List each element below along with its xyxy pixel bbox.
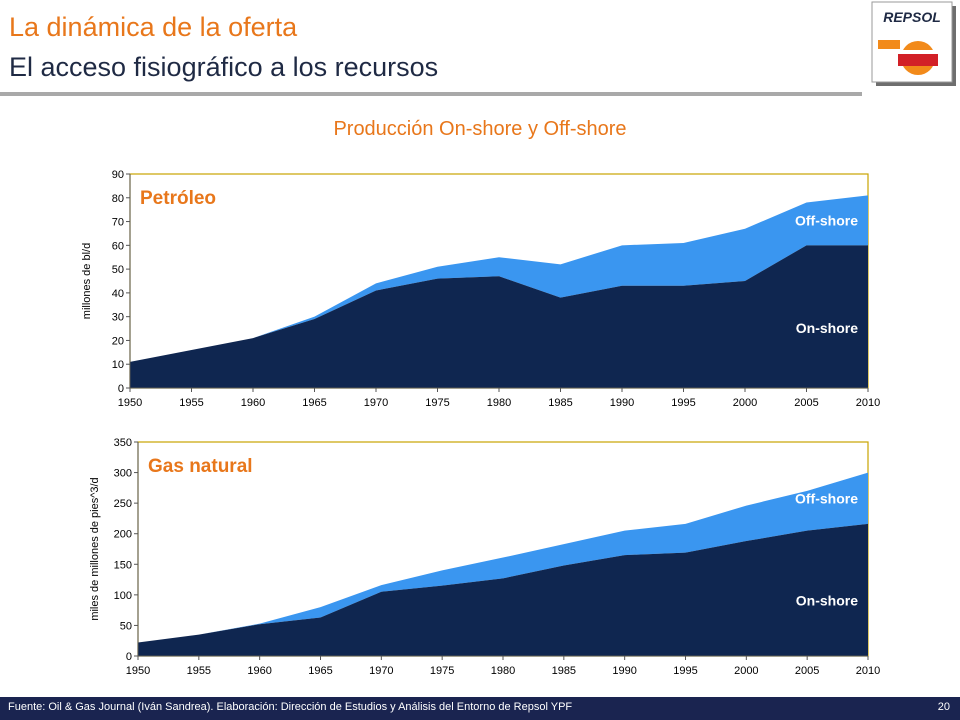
- y-tick-label: 100: [114, 590, 132, 602]
- x-tick-label: 2005: [794, 397, 818, 409]
- y-tick-label: 10: [112, 359, 124, 371]
- page-subtitle: El acceso fisiográfico a los recursos: [9, 52, 439, 82]
- series-label-onshore: On-shore: [796, 593, 858, 609]
- x-tick-label: 1955: [187, 665, 211, 677]
- y-tick-label: 40: [112, 288, 124, 300]
- y-tick-label: 20: [112, 335, 124, 347]
- title-divider: [0, 92, 862, 96]
- source-note: Fuente: Oil & Gas Journal (Iván Sandrea)…: [8, 701, 573, 713]
- series-label-offshore: Off-shore: [795, 212, 858, 228]
- page-title: La dinámica de la oferta: [9, 12, 298, 42]
- oil-production-chart: 0 10 20 30 40 50 60 70 80 90 1950 1955 1960 1965 1970 1…: [81, 169, 880, 409]
- y-tick-label: 350: [114, 437, 132, 449]
- x-tick-label: 1970: [364, 397, 388, 409]
- x-tick-label: 1975: [430, 665, 454, 677]
- series-area-onshore: [138, 523, 868, 656]
- x-tick-label: 1980: [487, 397, 511, 409]
- y-tick-label: 60: [112, 240, 124, 252]
- series-area-offshore: [138, 472, 868, 643]
- x-tick-label: 1965: [308, 665, 332, 677]
- series-area-offshore: [130, 195, 868, 362]
- y-tick-label: 250: [114, 498, 132, 510]
- y-tick-label: 90: [112, 169, 124, 181]
- footer-bar: Fuente: Oil & Gas Journal (Iván Sandrea)…: [0, 697, 960, 720]
- x-tick-label: 1960: [247, 665, 271, 677]
- y-tick-label: 200: [114, 529, 132, 541]
- x-tick-label: 1960: [241, 397, 265, 409]
- y-tick-label: 50: [120, 620, 132, 632]
- x-tick-label: 2010: [856, 397, 880, 409]
- svg-text:REPSOL: REPSOL: [883, 9, 941, 25]
- y-tick-label: 300: [114, 468, 132, 480]
- x-tick-label: 1995: [671, 397, 695, 409]
- chart-title: Petróleo: [140, 188, 216, 209]
- x-tick-label: 1970: [369, 665, 393, 677]
- x-tick-label: 1995: [673, 665, 697, 677]
- y-tick-label: 70: [112, 217, 124, 229]
- y-tick-label: 150: [114, 559, 132, 571]
- y-tick-label: 80: [112, 193, 124, 205]
- x-tick-label: 1990: [610, 397, 634, 409]
- x-tick-label: 1985: [548, 397, 572, 409]
- x-tick-label: 1950: [118, 397, 142, 409]
- y-tick-label: 0: [118, 383, 124, 395]
- y-tick-label: 0: [126, 651, 132, 663]
- x-tick-label: 2000: [733, 397, 757, 409]
- y-tick-label: 50: [112, 264, 124, 276]
- y-axis-label: miles de millones de pies^3/d: [89, 477, 101, 620]
- x-tick-label: 1980: [491, 665, 515, 677]
- page-number: 20: [937, 701, 950, 713]
- x-tick-label: 2010: [856, 665, 880, 677]
- repsol-logo: REPSOL: [871, 1, 956, 86]
- y-axis-label: millones de bl/d: [81, 243, 93, 319]
- x-tick-label: 1975: [425, 397, 449, 409]
- x-tick-label: 1985: [552, 665, 576, 677]
- x-tick-label: 1955: [179, 397, 203, 409]
- x-tick-label: 2005: [795, 665, 819, 677]
- series-area-onshore: [130, 245, 868, 388]
- chart-title: Gas natural: [148, 456, 253, 477]
- x-tick-label: 2000: [734, 665, 758, 677]
- y-tick-label: 30: [112, 312, 124, 324]
- series-label-offshore: Off-shore: [795, 490, 858, 506]
- series-label-onshore: On-shore: [796, 320, 858, 336]
- x-tick-label: 1965: [302, 397, 326, 409]
- gas-production-chart: 0 50 100 150 200 250 300 350 1950 1955 1960 1965 197…: [89, 437, 880, 677]
- x-tick-label: 1990: [612, 665, 636, 677]
- chart-heading: Producción On-shore y Off-shore: [333, 118, 627, 140]
- x-tick-label: 1950: [126, 665, 150, 677]
